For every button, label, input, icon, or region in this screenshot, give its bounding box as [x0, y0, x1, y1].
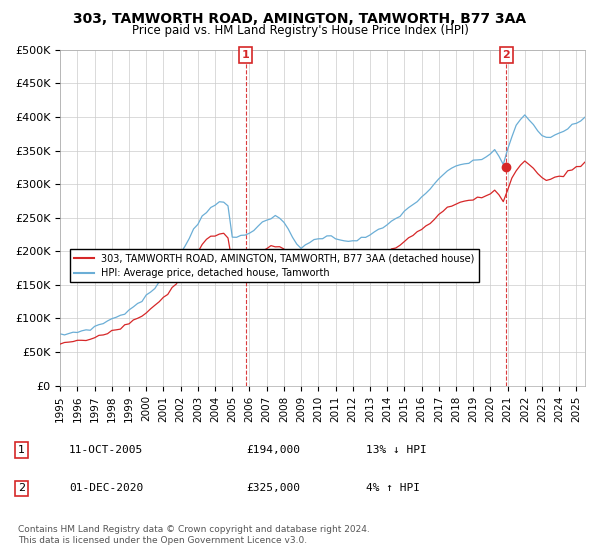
Text: 2: 2	[18, 483, 25, 493]
Text: 1: 1	[242, 50, 250, 60]
Legend: 303, TAMWORTH ROAD, AMINGTON, TAMWORTH, B77 3AA (detached house), HPI: Average p: 303, TAMWORTH ROAD, AMINGTON, TAMWORTH, …	[70, 249, 479, 282]
Text: £325,000: £325,000	[246, 483, 300, 493]
Text: Contains HM Land Registry data © Crown copyright and database right 2024.
This d: Contains HM Land Registry data © Crown c…	[18, 525, 370, 545]
Text: £194,000: £194,000	[246, 445, 300, 455]
Text: 2: 2	[502, 50, 510, 60]
Text: 1: 1	[18, 445, 25, 455]
Text: 11-OCT-2005: 11-OCT-2005	[69, 445, 143, 455]
Text: Price paid vs. HM Land Registry's House Price Index (HPI): Price paid vs. HM Land Registry's House …	[131, 24, 469, 37]
Text: 4% ↑ HPI: 4% ↑ HPI	[366, 483, 420, 493]
Text: 13% ↓ HPI: 13% ↓ HPI	[366, 445, 427, 455]
Text: 303, TAMWORTH ROAD, AMINGTON, TAMWORTH, B77 3AA: 303, TAMWORTH ROAD, AMINGTON, TAMWORTH, …	[73, 12, 527, 26]
Text: 01-DEC-2020: 01-DEC-2020	[69, 483, 143, 493]
